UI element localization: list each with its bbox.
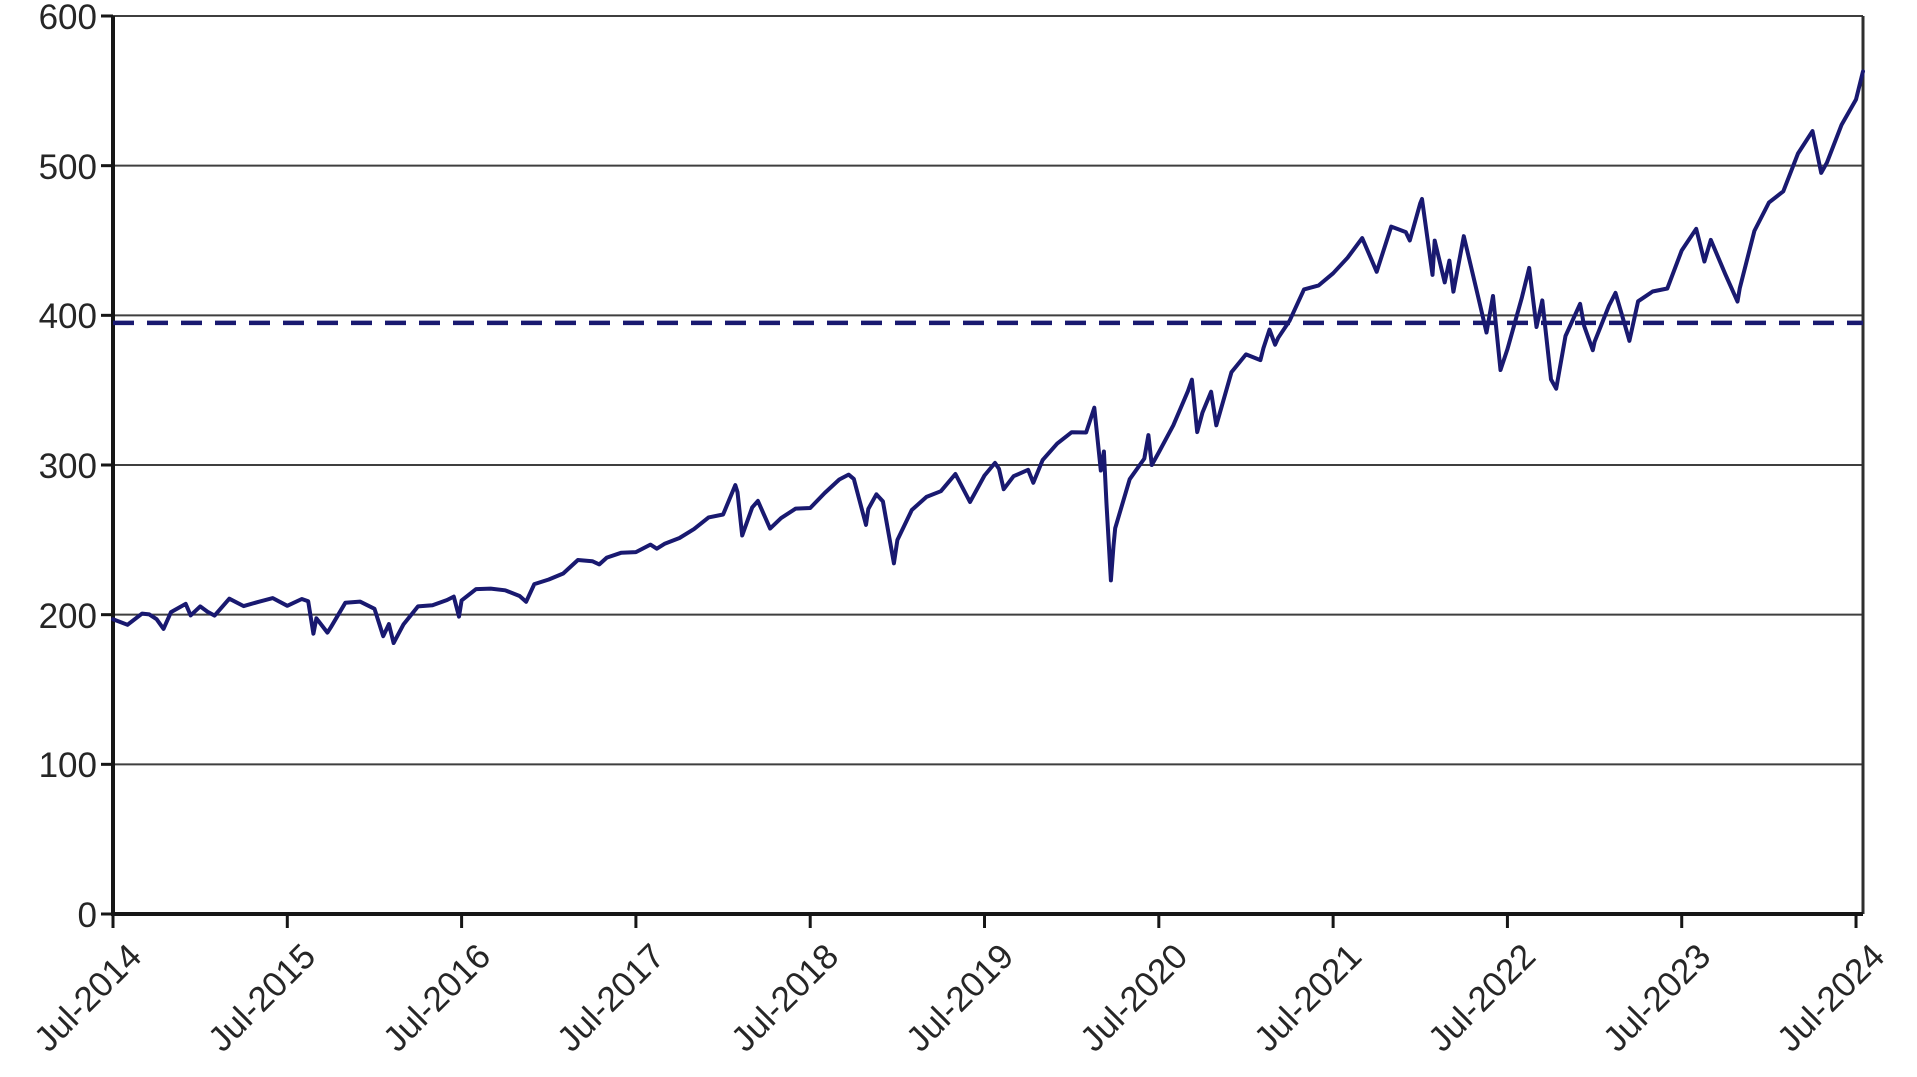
price-line — [111, 69, 1865, 645]
